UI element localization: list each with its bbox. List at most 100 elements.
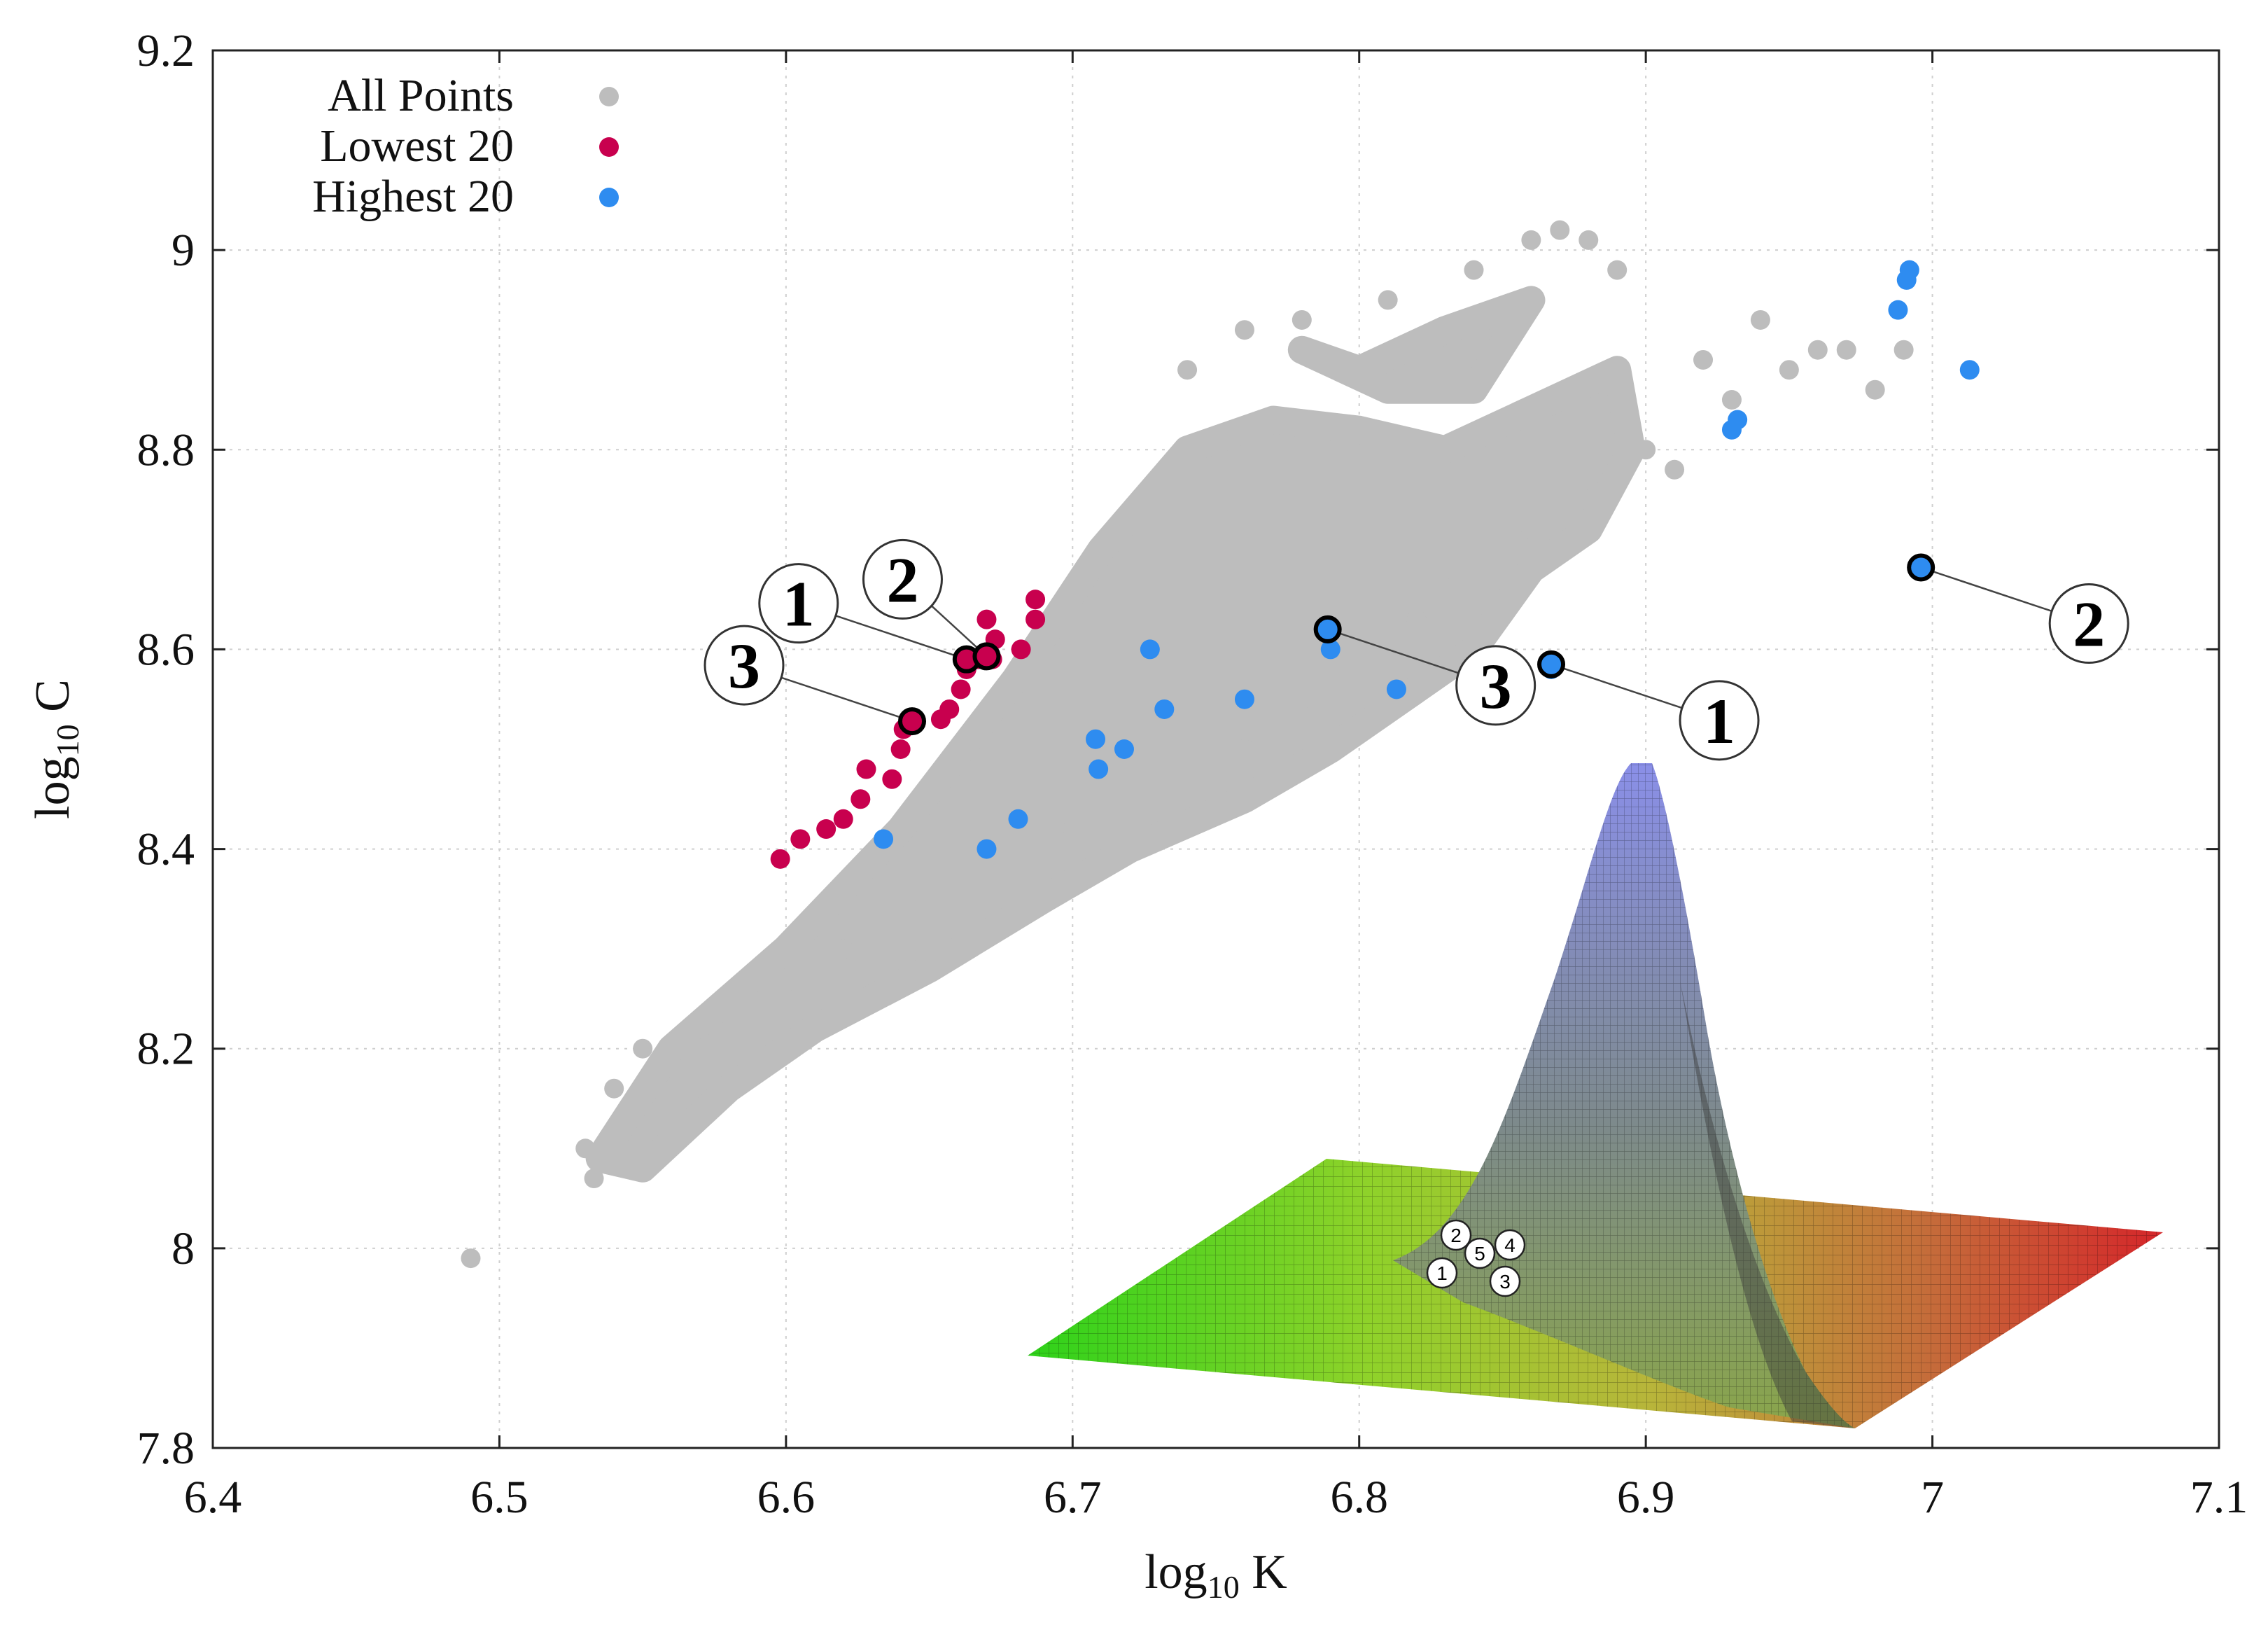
inset-marker-label: 4 [1504, 1234, 1516, 1256]
lowest-20-point [833, 809, 853, 829]
inset-marker [1489, 1265, 1521, 1297]
all-points-point [1435, 559, 1455, 580]
x-tick-label: 6.6 [757, 1472, 816, 1523]
all-points-point [1063, 819, 1083, 840]
highest-20-point [1008, 809, 1028, 829]
all-points-point [1292, 309, 1312, 330]
inset-marker-label: 5 [1474, 1243, 1485, 1265]
x-tick-label: 6.9 [1617, 1472, 1675, 1523]
lowest-20-point [976, 609, 997, 629]
x-tick-label: 6.5 [470, 1472, 528, 1523]
inset-marker [1426, 1257, 1458, 1289]
y-axis-title-var: C [26, 679, 80, 712]
all-points-density-upper [1287, 286, 1546, 404]
x-tick-label: 6.4 [184, 1472, 242, 1523]
legend-label-all-points: All Points [328, 70, 514, 121]
x-tick-label: 7 [1921, 1472, 1944, 1523]
callout-label: 1 [783, 569, 815, 640]
lowest-20-point [790, 829, 811, 849]
all-points-point [690, 1038, 710, 1059]
callout-point [1313, 615, 1342, 643]
all-points-point [1378, 290, 1398, 310]
x-tick-label: 6.8 [1330, 1472, 1388, 1523]
all-points-point [776, 989, 796, 1009]
y-tick-label: 9.2 [137, 25, 195, 76]
all-points-point [584, 1169, 604, 1189]
callout-label: 2 [886, 544, 918, 615]
all-points-point [1349, 639, 1369, 660]
y-axis-title-base: log [26, 756, 80, 819]
callout-label: 3 [728, 630, 760, 702]
axis-ticks: 6.4 6.5 6.6 6.7 6.8 6.9 7 7.1 7.8 8 8.2 8.4 8.6 8.8 9 9… [137, 25, 2248, 1523]
legend-label-highest-20: Highest 20 [312, 171, 514, 222]
highest-20-point [1959, 360, 1980, 380]
all-points-point [1292, 689, 1312, 709]
lowest-20-point [850, 789, 871, 809]
all-points-point [1836, 340, 1856, 360]
highest-20-point [1234, 689, 1254, 709]
legend-marker-all-points [599, 87, 619, 106]
y-tick-label: 8 [172, 1223, 195, 1274]
y-tick-label: 7.8 [137, 1423, 195, 1474]
highest-20-point [1088, 759, 1109, 779]
lowest-20-point [1026, 590, 1046, 610]
surface-peak-mesh [1393, 763, 1855, 1428]
all-points-point [1234, 739, 1254, 759]
all-points-point [1750, 309, 1770, 330]
legend-label-lowest-20: Lowest 20 [320, 120, 514, 172]
all-points-point [1521, 230, 1541, 250]
lowest-20-point [816, 819, 836, 840]
surface-peak-shadow [1680, 980, 1855, 1428]
lowest-20-point [951, 679, 971, 699]
all-points-point [1665, 459, 1685, 480]
callouts: 1 23 3 12 [704, 538, 2129, 761]
all-points-point [948, 879, 968, 899]
all-points-point [1464, 260, 1484, 280]
lowest-20-point [856, 759, 876, 779]
x-axis-title-var: K [1252, 1545, 1287, 1599]
callout-point [1537, 650, 1566, 678]
x-axis-title: log10 K [1144, 1545, 1287, 1605]
all-points-point [1607, 260, 1628, 280]
inset-marker-label: 3 [1499, 1271, 1511, 1293]
highest-20-point [1140, 639, 1160, 660]
plot-frame [211, 49, 2220, 1449]
highest-20-point [874, 829, 894, 849]
y-tick-label: 8.8 [137, 424, 195, 475]
x-axis-title-base: log [1144, 1545, 1207, 1599]
callout-badge [1455, 645, 1536, 726]
callout-point [972, 642, 1001, 671]
callout-badge [758, 563, 839, 644]
all-points-series [461, 220, 1914, 1269]
lowest-20-point [939, 699, 960, 719]
inset-marker [1494, 1229, 1526, 1261]
highest-20-point [1888, 300, 1908, 320]
inset-marker-label: 2 [1450, 1225, 1462, 1246]
y-tick-label: 8.4 [137, 824, 195, 875]
x-tick-label: 7.1 [2190, 1472, 2248, 1523]
y-tick-label: 8.2 [137, 1024, 195, 1075]
all-points-point [1578, 489, 1599, 510]
all-points-point [1578, 230, 1599, 250]
all-points-point [1893, 340, 1914, 360]
callout-label: 1 [1703, 685, 1735, 757]
all-points-point [604, 1078, 624, 1099]
x-tick-label: 6.7 [1044, 1472, 1102, 1523]
highest-20-point [1721, 419, 1742, 440]
all-points-density [585, 356, 1646, 1183]
y-axis-title: log10 C [26, 679, 85, 819]
all-points-point [1807, 340, 1828, 360]
all-points-point [1636, 440, 1656, 460]
highest-20-point [1899, 260, 1919, 280]
callout-badge [2048, 583, 2129, 664]
lowest-20-point [1011, 639, 1031, 660]
all-points-point [1721, 390, 1742, 410]
surface-inset: 12 3 45 [1028, 763, 2163, 1428]
callout-label: 2 [2073, 589, 2105, 660]
all-points-point [1779, 360, 1799, 380]
inset-marker-label: 1 [1436, 1262, 1448, 1284]
callout-badge [1679, 680, 1760, 761]
legend-marker-highest-20 [599, 188, 619, 207]
callout-point [1907, 553, 1935, 582]
all-points-point [1693, 349, 1714, 370]
